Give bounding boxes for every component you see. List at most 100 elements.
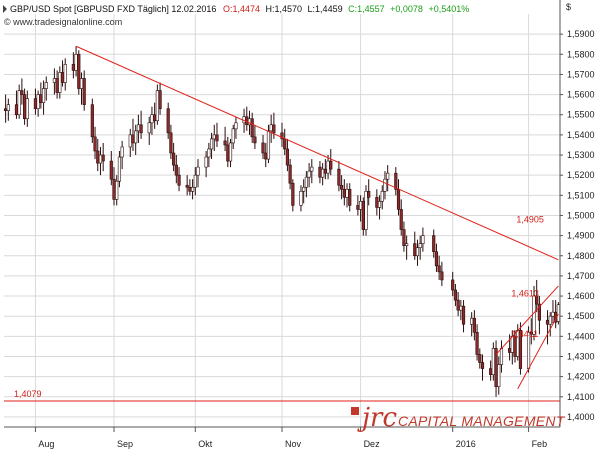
candle-body xyxy=(253,136,257,144)
trendline xyxy=(495,285,559,355)
y-tick-label: 1,4600 xyxy=(567,291,595,301)
candle xyxy=(302,179,306,204)
candle-body xyxy=(131,134,135,144)
candle xyxy=(134,124,138,156)
candle-body xyxy=(209,138,214,150)
candle xyxy=(304,171,308,198)
candle xyxy=(193,167,197,196)
candle-body xyxy=(172,152,176,166)
candle-body xyxy=(261,142,265,154)
y-tick-label: 1,4700 xyxy=(567,271,595,281)
candle xyxy=(207,142,211,168)
candle-body xyxy=(329,160,333,170)
candle-body xyxy=(155,90,159,122)
candle-body xyxy=(472,317,476,333)
candle xyxy=(253,124,257,149)
candle-body xyxy=(356,205,360,210)
y-tick-label: 1,4300 xyxy=(567,351,595,361)
candle xyxy=(461,300,466,333)
candle xyxy=(451,271,455,297)
candle-body xyxy=(358,201,363,210)
candle xyxy=(394,167,398,196)
candle-body xyxy=(25,98,29,120)
y-tick-label: 1,4400 xyxy=(567,331,595,341)
channel-top-label: 1,4613 xyxy=(511,288,539,298)
candle-body xyxy=(478,354,482,363)
candle xyxy=(117,150,122,188)
candle xyxy=(234,116,238,139)
candle-body xyxy=(399,209,403,230)
x-tick-label: Dez xyxy=(364,439,381,449)
candle-body xyxy=(23,94,27,120)
collapse-arrow-icon[interactable] xyxy=(3,5,7,13)
candle-body xyxy=(52,78,56,83)
x-tick-label: Feb xyxy=(532,439,548,449)
candle-body xyxy=(396,188,401,210)
candle-body xyxy=(174,164,178,176)
candle xyxy=(475,324,479,361)
candle-body xyxy=(551,311,555,317)
candle xyxy=(155,84,159,125)
candle-body xyxy=(475,332,479,355)
y-tick-label: 1,5200 xyxy=(567,170,595,180)
candle-body xyxy=(513,336,517,357)
candle xyxy=(215,122,219,147)
candle-body xyxy=(375,197,379,208)
candle xyxy=(399,199,403,236)
axes: 1,4000 1,4100 1,4200 1,4300 1,4400 1,4500 1,46… xyxy=(4,0,595,449)
candle xyxy=(185,175,189,196)
currency-symbol: $ xyxy=(566,2,571,12)
candle-body xyxy=(348,188,352,206)
candle-body xyxy=(394,172,398,190)
candle-body xyxy=(39,94,43,103)
candle-body xyxy=(44,82,48,89)
candle xyxy=(109,150,113,186)
candle-body xyxy=(74,53,78,71)
y-tick-label: 1,5600 xyxy=(567,90,595,100)
candle xyxy=(478,348,482,369)
candle xyxy=(63,58,67,91)
candle-body xyxy=(470,317,474,325)
candle-body xyxy=(79,78,84,89)
candle-body xyxy=(17,90,21,116)
candle-body xyxy=(556,304,560,322)
y-tick-label: 1,4000 xyxy=(567,412,595,422)
candle xyxy=(497,356,501,395)
candle xyxy=(367,179,371,206)
candle-body xyxy=(223,140,227,146)
candle-body xyxy=(190,186,195,192)
candle-body xyxy=(453,289,457,301)
candle-body xyxy=(266,130,271,160)
candle xyxy=(434,243,439,272)
candle xyxy=(231,124,235,149)
candle-body xyxy=(98,154,103,164)
candle-body xyxy=(185,184,189,188)
x-tick-label: Okt xyxy=(198,439,213,449)
candle-body xyxy=(491,348,495,375)
candle xyxy=(204,150,208,178)
candle-body xyxy=(101,154,105,162)
candle xyxy=(556,302,560,325)
candle-body xyxy=(6,104,10,112)
x-tick-label: Nov xyxy=(285,439,302,449)
low-value: L:1,4459 xyxy=(308,4,343,14)
trendlines xyxy=(4,45,560,402)
candle xyxy=(418,235,422,260)
candle xyxy=(120,140,124,170)
y-tick-label: 1,4500 xyxy=(567,311,595,321)
candle-body xyxy=(120,146,124,158)
candle-body xyxy=(188,186,192,192)
candle-body xyxy=(117,156,122,182)
candle xyxy=(340,175,344,200)
candle xyxy=(337,161,341,192)
y-tick-label: 1,5300 xyxy=(567,150,595,160)
candle-body xyxy=(14,104,19,116)
svg-text:GBP/USD Spot [GBPUSD FXD Tägl: GBP/USD Spot [GBPUSD FXD Täglich] 12.02.… xyxy=(10,4,469,14)
candle xyxy=(196,159,200,188)
x-tick-label: Aug xyxy=(38,439,54,449)
candle-body xyxy=(307,170,311,178)
y-tick-label: 1,5700 xyxy=(567,69,595,79)
candle-body xyxy=(537,303,541,321)
candle-body xyxy=(93,136,97,152)
candle xyxy=(158,82,162,115)
